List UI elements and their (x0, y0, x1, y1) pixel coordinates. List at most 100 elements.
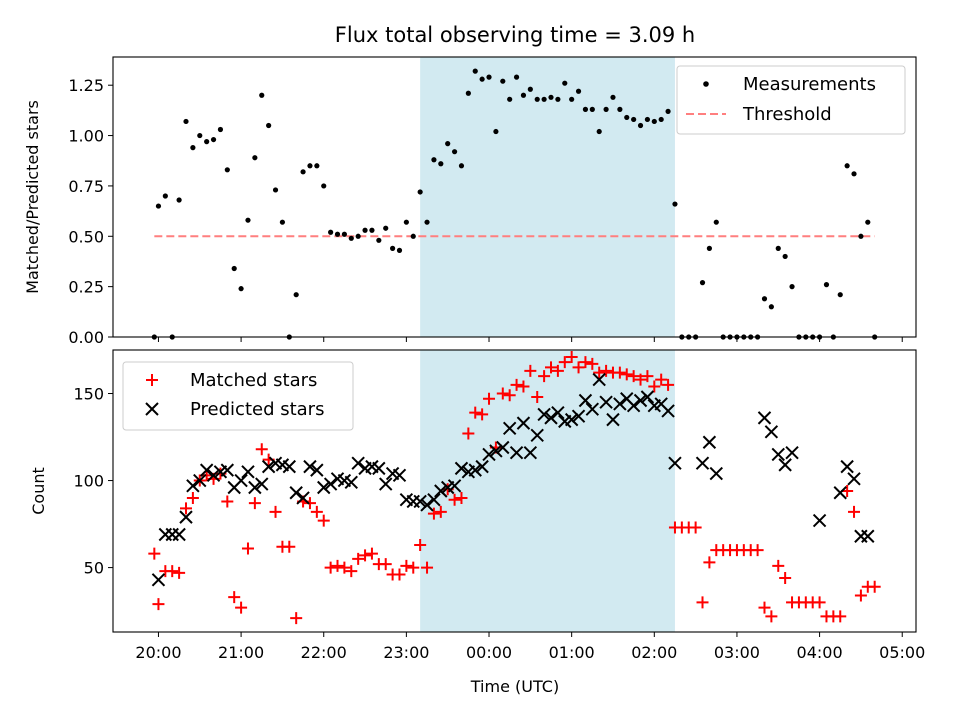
measurement-point (596, 128, 602, 135)
x-axis-label: Time (UTC) (470, 677, 559, 696)
measurement-point (603, 106, 609, 112)
measurement-point (672, 201, 678, 207)
matched-stars-point (173, 566, 186, 579)
measurement-point (458, 163, 465, 169)
measurement-point (238, 286, 244, 292)
measurement-point (183, 118, 189, 125)
predicted-stars-point (592, 372, 606, 387)
matched-stars-point (510, 378, 523, 391)
top-panel: 0.00 0.25 0.50 0.75 1.00 1.25 Matched/Predict… (23, 56, 917, 347)
predicted-stars-point (434, 484, 448, 498)
predicted-stars-point (785, 445, 799, 460)
matched-stars-point (483, 392, 496, 405)
matched-stars-point (469, 406, 482, 419)
measurement-point (217, 126, 224, 133)
matched-stars-point (290, 612, 303, 625)
measurement-point (665, 108, 671, 114)
measurement-point (548, 94, 554, 100)
top-y-tick-label: 0.00 (68, 328, 104, 347)
predicted-stars-point (640, 390, 655, 404)
predicted-stars-point (509, 445, 524, 460)
measurement-point (651, 118, 657, 125)
predicted-stars-point (847, 472, 861, 486)
matched-stars-point (241, 542, 254, 555)
measurement-point (520, 92, 527, 98)
x-tick-label: 01:00 (549, 643, 595, 662)
matched-stars-point (772, 559, 785, 572)
bottom-legend: Matched stars Predicted stars (122, 361, 354, 431)
legend-predicted-label: Predicted stars (190, 399, 324, 420)
matched-stars-point (228, 591, 241, 604)
bottom-y-tick-label: 150 (73, 385, 104, 404)
measurement-point (190, 145, 196, 151)
measurement-point (761, 296, 768, 302)
predicted-stars-point (372, 461, 386, 476)
top-legend-box (676, 65, 906, 135)
predicted-stars-point (199, 463, 214, 477)
measurement-point (266, 122, 272, 129)
matched-stars-point (662, 378, 675, 391)
measurement-point (279, 219, 286, 225)
matched-stars-point (166, 565, 179, 578)
predicted-stars-point (420, 498, 434, 512)
predicted-stars-point (248, 480, 262, 495)
measurement-point (782, 253, 788, 260)
bottom-y-tick-label: 50 (84, 559, 104, 578)
measurement-point (644, 116, 651, 123)
matched-stars-point (434, 505, 447, 518)
measurement-point (637, 122, 644, 129)
legend-threshold-label: Threshold (742, 104, 832, 125)
matched-stars-point (648, 380, 661, 393)
matched-stars-point (689, 521, 702, 534)
matched-stars-point (627, 370, 640, 383)
matched-stars-point (545, 361, 557, 374)
matched-stars-point (269, 505, 282, 518)
measurement-point (210, 136, 217, 143)
measurement-point (341, 231, 347, 237)
x-tick-label: 22:00 (301, 643, 347, 662)
predicted-stars-point (812, 513, 827, 528)
measurement-point (431, 157, 437, 163)
measurement-point (383, 225, 389, 231)
matched-stars-point (579, 356, 592, 369)
matched-stars-point (248, 497, 261, 510)
measurement-point (321, 183, 327, 189)
predicted-stars-point (427, 492, 441, 507)
measurement-point (369, 227, 375, 233)
measurement-point (403, 219, 409, 225)
predicted-stars-point (489, 444, 503, 458)
predicted-stars-point (482, 447, 496, 462)
predicted-stars-point (454, 461, 469, 476)
matched-stars-point (531, 391, 544, 403)
matched-stars-point (186, 491, 199, 504)
predicted-stars-point (392, 468, 407, 483)
top-y-tick-label: 0.25 (68, 278, 104, 297)
matched-stars-point (317, 514, 330, 527)
predicted-stars-point (516, 416, 531, 430)
measurement-point (610, 94, 616, 100)
measurement-point (204, 139, 210, 145)
measurement-point (334, 231, 341, 237)
predicted-stars-point (633, 393, 648, 408)
predicted-stars-point (261, 459, 276, 474)
predicted-stars-point (255, 477, 269, 491)
measurement-point (527, 86, 533, 92)
matched-stars-point (551, 364, 564, 377)
chart-title: Flux total observing time = 3.09 h (335, 23, 695, 47)
measurement-point (348, 235, 354, 241)
predicted-stars-point (833, 486, 847, 500)
matched-stars-point (586, 357, 599, 370)
measurement-point (472, 68, 478, 74)
predicted-stars-point (668, 456, 682, 470)
matched-stars-point (152, 598, 165, 611)
matched-stars-point (517, 380, 530, 393)
bottom-y-axis-label: Count (29, 467, 48, 515)
measurement-point (706, 245, 712, 251)
x-tick-label: 03:00 (714, 643, 760, 662)
x-tick-label: 05:00 (879, 643, 925, 662)
matched-stars-point (221, 495, 234, 508)
predicted-stars-point (626, 398, 641, 413)
measurement-point (789, 284, 795, 290)
measurement-point (837, 292, 843, 298)
measurement-point (197, 132, 203, 139)
